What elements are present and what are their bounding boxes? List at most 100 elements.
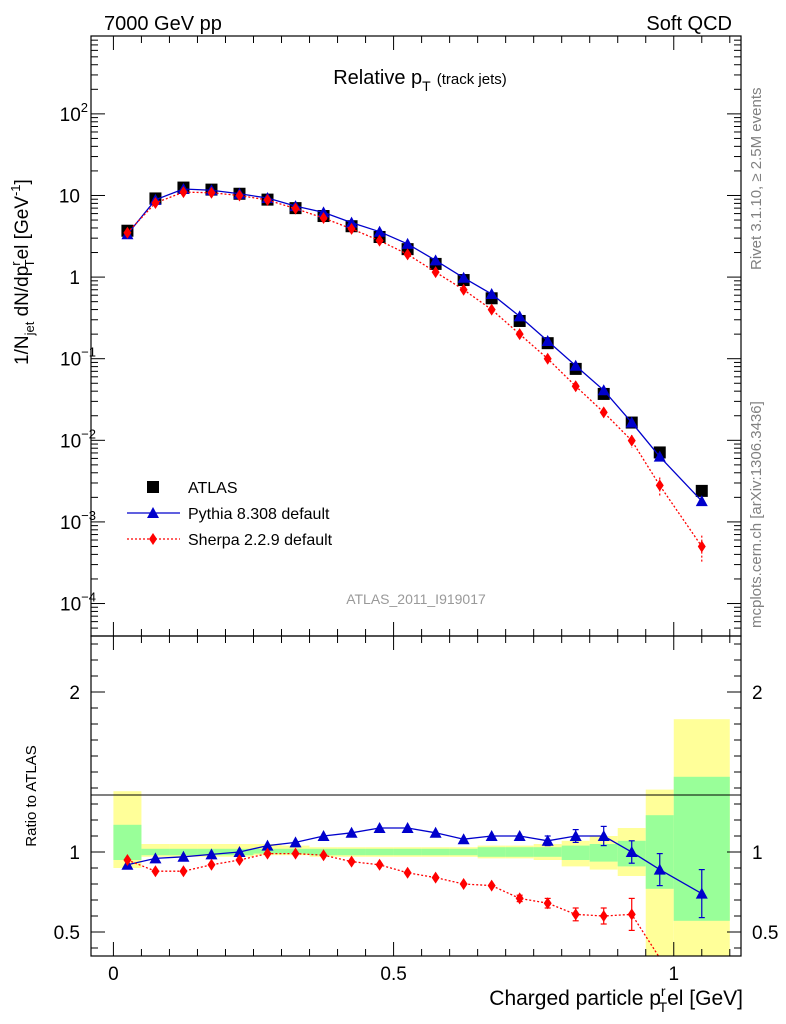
data-point: [345, 216, 358, 228]
green-band-bin: [533, 847, 562, 857]
ratio-point: [375, 858, 384, 871]
data-point: [429, 254, 442, 266]
process-label: Soft QCD: [646, 13, 732, 35]
legend-marker: [147, 507, 159, 518]
data-point: [513, 310, 526, 322]
data-point: [653, 450, 666, 462]
legend: ATLAS Pythia 8.308 default Sherpa 2.2.9 de…: [127, 480, 333, 549]
ratio-point: [571, 908, 580, 921]
green-band-bin: [141, 848, 170, 856]
main-y-tick-label: 10−3: [60, 508, 96, 534]
series-1: [121, 183, 708, 507]
ratio-y-tick-label-right: 2: [752, 683, 763, 704]
data-point: [541, 334, 554, 346]
data-point: [123, 226, 132, 239]
ratio-point: [403, 866, 412, 879]
ratio-point: [541, 834, 554, 846]
series-line: [126, 188, 703, 502]
data-point: [179, 186, 188, 199]
data-point: [487, 303, 496, 316]
ratio-point: [401, 822, 414, 833]
main-series-layer: [121, 181, 708, 563]
data-point: [655, 479, 664, 492]
data-point: [291, 202, 300, 215]
ratio-point: [233, 846, 246, 857]
ratio-point: [177, 850, 190, 862]
x-tick-label: 0.5: [380, 964, 406, 985]
ratio-panel: 0.5 0.5 1 1 2 2 0 0.5 1 Ratio to ATLAS Charged p…: [23, 635, 778, 1015]
ratio-point: [289, 836, 302, 848]
green-band-bin: [393, 848, 422, 856]
ratio-point: [123, 854, 132, 866]
x-axis-label: Charged particle pr Tel [GeV]: [489, 983, 743, 1015]
legend-entry: Pythia 8.308 default: [127, 506, 330, 523]
ratio-point: [151, 865, 160, 878]
ratio-point: [317, 830, 330, 841]
data-point: [597, 384, 610, 396]
legend-marker: [147, 481, 159, 493]
data-point: [625, 416, 638, 428]
ratio-series-0: [121, 822, 708, 919]
ratio-y-tick-label-left: 2: [69, 683, 80, 704]
ratio-point: [431, 871, 440, 884]
analysis-id-watermark: ATLAS_2011_I919017: [346, 591, 486, 607]
ratio-frame: [90, 635, 742, 957]
ratio-series-line: [127, 852, 660, 956]
mcplots-reference-label: mcplots.cern.ch [arXiv:1306.3436]: [748, 401, 765, 628]
data-point: [207, 186, 216, 199]
main-y-tick-label: 10−4: [60, 590, 96, 616]
ratio-point: [543, 897, 552, 910]
main-y-axis-label: 1/Njet dN/dprTel [GeV-1]: [8, 179, 37, 365]
ratio-point: [597, 830, 610, 841]
ratio-point: [459, 878, 468, 890]
main-y-tick-label: 1: [69, 268, 80, 289]
x-tick-label: 0: [108, 964, 119, 985]
main-panel: 10−4 10−3 10−2 10−1 1 10 102 Relative pT (track…: [8, 35, 742, 637]
ratio-point: [429, 826, 442, 838]
ratio-point: [515, 892, 524, 905]
data-point: [515, 328, 524, 341]
x-tick-label: 1: [668, 964, 679, 985]
data-point: [459, 283, 468, 296]
ratio-y-tick-label-left: 0.5: [54, 923, 80, 944]
ratio-point: [179, 865, 188, 878]
main-y-tick-label: 10: [59, 186, 80, 207]
data-point: [543, 352, 552, 365]
series-2: [123, 186, 706, 563]
ratio-point: [627, 908, 636, 921]
ratio-point: [291, 847, 300, 860]
ratio-point: [261, 839, 274, 851]
ratio-point: [205, 848, 218, 860]
green-band-bin: [365, 848, 394, 856]
green-band-bin: [505, 847, 534, 857]
data-point: [457, 271, 470, 283]
ratio-point: [653, 863, 666, 875]
ratio-point: [207, 858, 216, 871]
legend-marker: [149, 533, 157, 545]
ratio-point: [695, 887, 708, 899]
ratio-point: [263, 847, 272, 860]
main-axis-ticks: 10−4 10−3 10−2 10−1 1 10 102: [59, 35, 741, 637]
legend-entry: Sherpa 2.2.9 default: [127, 532, 333, 549]
legend-label: Pythia 8.308 default: [188, 506, 330, 523]
ratio-series-layer: [121, 822, 708, 956]
data-point: [373, 225, 386, 237]
ratio-point: [513, 830, 526, 841]
data-point: [627, 434, 636, 447]
green-band-bin: [449, 848, 478, 856]
data-point: [151, 196, 160, 209]
data-point: [235, 189, 244, 202]
data-point: [375, 234, 384, 247]
ratio-point: [487, 879, 496, 892]
ratio-y-tick-label-left: 1: [69, 843, 80, 864]
ratio-point: [235, 854, 244, 866]
main-y-tick-label: 10−2: [60, 426, 96, 452]
data-point: [403, 248, 412, 261]
green-band-bin: [421, 848, 450, 856]
ratio-point: [569, 830, 582, 841]
series-0: [121, 181, 708, 497]
data-point: [599, 406, 608, 419]
ratio-y-tick-label-right: 0.5: [752, 923, 778, 944]
green-band-bin: [477, 847, 506, 857]
